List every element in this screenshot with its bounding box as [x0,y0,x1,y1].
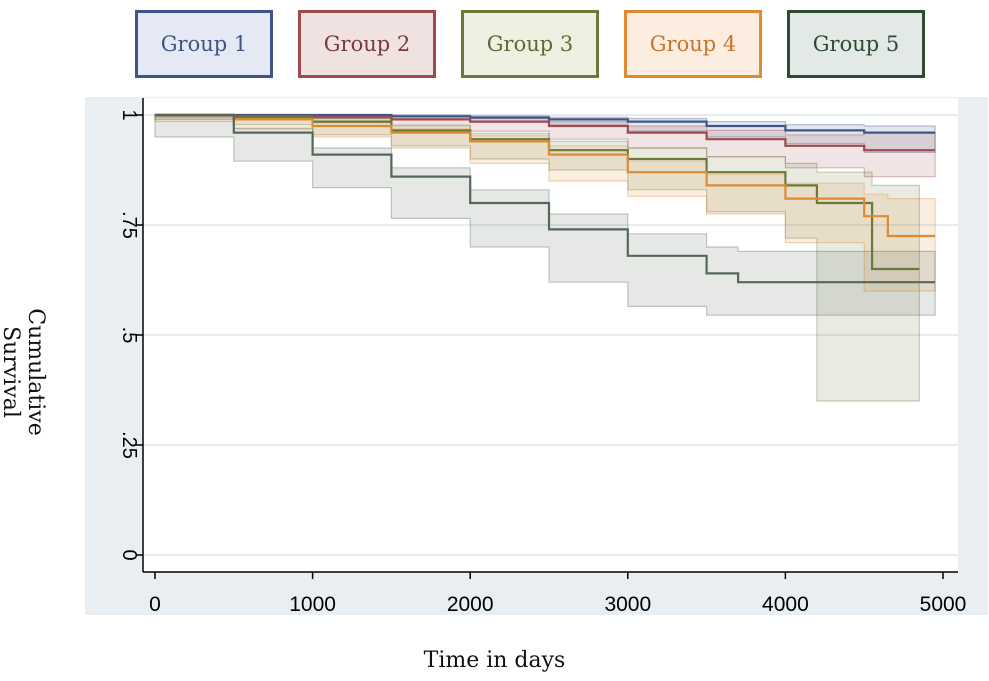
y-tick-label: .75 [118,211,140,239]
legend-item-group-1: Group 1 [135,10,273,78]
legend-label: Group 5 [812,32,900,56]
survival-line [155,113,936,134]
x-axis-label: Time in days [423,648,566,673]
x-tick-label: 3000 [604,593,651,616]
legend-item-group-3: Group 3 [461,10,599,78]
legend-item-group-4: Group 4 [624,10,762,78]
legend-label: Group 3 [486,32,574,56]
survival-line [155,113,936,238]
x-tick-label: 1000 [289,593,336,616]
y-tick-label: .25 [118,431,140,459]
legend-item-group-2: Group 2 [298,10,436,78]
y-tick-label: 0 [118,549,140,560]
y-tick-label: .5 [118,327,140,344]
x-tick-label: 2000 [447,593,494,616]
x-tick-label: 4000 [762,593,809,616]
survival-line [155,113,936,284]
legend-label: Group 1 [160,32,248,56]
x-tick-label: 0 [149,593,161,616]
y-tick-label: 1 [118,109,140,120]
legend-label: Group 4 [649,32,737,56]
x-tick-label: 5000 [920,593,967,616]
legend-label: Group 2 [323,32,411,56]
legend-item-group-5: Group 5 [787,10,925,78]
y-axis-label: Cumulative Survival [0,308,48,436]
